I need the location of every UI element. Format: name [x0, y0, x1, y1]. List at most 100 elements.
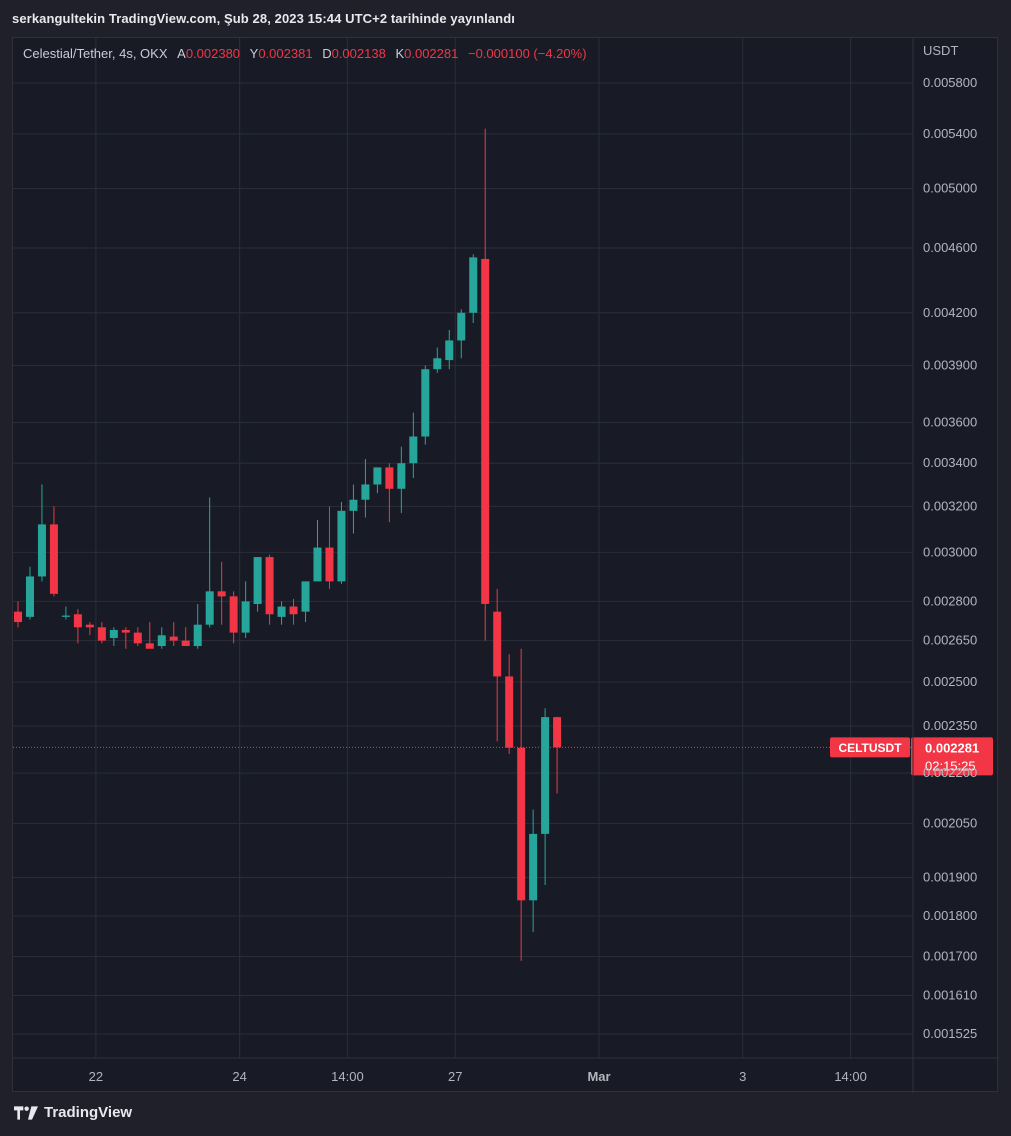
bar-countdown: 02:15:25: [925, 758, 976, 773]
candle-bearish: [289, 598, 298, 625]
candle-bearish: [85, 622, 94, 636]
price-tick-label: 0.002350: [923, 718, 977, 733]
candle-bullish: [301, 581, 310, 623]
candle-body: [25, 576, 34, 617]
footer-brand[interactable]: TradingView: [14, 1104, 132, 1121]
candle-bullish: [25, 566, 34, 620]
candle-bearish: [217, 561, 226, 625]
candle-body: [205, 591, 214, 625]
candle-bullish: [157, 627, 166, 649]
candle-body: [181, 640, 190, 647]
candle-body: [229, 596, 238, 633]
candle-bullish: [205, 497, 214, 628]
candle-bullish: [373, 467, 382, 494]
legend-high-value: 0.002381: [258, 46, 313, 61]
candle-bearish: [121, 627, 130, 649]
legend-close-value: 0.002281: [404, 46, 459, 61]
candlestick-chart[interactable]: CELTUSDT 0.002281 02:15:25 0.005800 0.00540…: [13, 38, 999, 1093]
candle-body: [553, 717, 562, 748]
candle-body: [109, 629, 118, 638]
time-tick-label: 3: [739, 1069, 746, 1084]
candle-body: [133, 632, 142, 644]
candle-bearish: [49, 506, 58, 597]
candle-bearish: [517, 648, 526, 961]
price-tick-label: 0.001900: [923, 869, 977, 884]
legend-high-label: Y: [249, 46, 259, 61]
price-tick-label: 0.001800: [923, 908, 977, 923]
candle-body: [469, 257, 478, 313]
chart-frame[interactable]: CELTUSDT 0.002281 02:15:25 0.005800 0.00540…: [12, 37, 999, 1093]
candle-body: [217, 591, 226, 597]
price-tick-label: 0.002650: [923, 633, 977, 648]
candle-body: [529, 833, 538, 901]
price-tick-label: 0.003600: [923, 415, 977, 430]
price-axis-unit: USDT: [923, 43, 958, 58]
price-tick-label: 0.001700: [923, 949, 977, 964]
candle-bearish: [385, 463, 394, 523]
candle-body: [457, 312, 466, 341]
candle-bearish: [145, 622, 154, 649]
candle-body: [37, 524, 46, 577]
candle-bullish: [313, 519, 322, 582]
candle-body: [361, 484, 370, 500]
candle-bullish: [109, 627, 118, 647]
last-price-tag: [911, 737, 993, 776]
candle-bullish: [409, 412, 418, 479]
candle-bearish: [229, 591, 238, 644]
candle-body: [433, 358, 442, 370]
symbol-price-tag: [830, 737, 910, 758]
candle-body: [373, 467, 382, 485]
candle-bearish: [505, 654, 514, 754]
last-price-value: 0.002281: [925, 740, 979, 755]
candle-bearish: [493, 588, 502, 742]
price-tick-label: 0.003900: [923, 358, 977, 373]
price-tick-label: 0.002200: [923, 765, 977, 780]
candle-bullish: [193, 603, 202, 649]
candle-bullish: [361, 459, 370, 518]
candle-body: [145, 643, 154, 649]
candle-body: [493, 611, 502, 677]
footer-brand-text: TradingView: [44, 1104, 133, 1121]
last-price-line-layer: CELTUSDT 0.002281 02:15:25: [13, 737, 993, 776]
candle-body: [289, 606, 298, 615]
candle-body: [253, 557, 262, 604]
grid: [13, 38, 913, 1058]
candle-body: [481, 258, 490, 604]
legend-symbol: Celestial/Tether, 4s, OKX: [23, 46, 168, 61]
candle-body: [157, 635, 166, 647]
price-tick-label: 0.001610: [923, 987, 977, 1002]
price-tick-label: 0.003200: [923, 498, 977, 513]
price-tick-label: 0.002050: [923, 815, 977, 830]
candle-bullish: [541, 708, 550, 886]
candle-bullish: [529, 809, 538, 932]
candle-bullish: [253, 557, 262, 612]
candle-body: [397, 463, 406, 489]
price-tick-label: 0.004200: [923, 305, 977, 320]
legend-open-label: A: [177, 46, 186, 61]
candle-bullish: [421, 365, 430, 445]
legend-low-value: 0.002138: [331, 46, 386, 61]
time-tick-label: 14:00: [834, 1069, 867, 1084]
candle-bearish: [553, 716, 562, 794]
candle-bullish: [241, 581, 250, 638]
candle-bullish: [457, 309, 466, 359]
candle-bullish: [445, 329, 454, 370]
candle-body: [61, 615, 70, 617]
candle-body: [97, 627, 106, 641]
candle-body: [409, 436, 418, 464]
candle-bullish: [37, 484, 46, 582]
candle-bullish: [337, 501, 346, 584]
price-tick-label: 0.001525: [923, 1026, 977, 1041]
candle-bearish: [73, 609, 82, 644]
price-tick-label: 0.004600: [923, 240, 977, 255]
candle-body: [337, 510, 346, 582]
time-tick-label: 14:00: [331, 1069, 364, 1084]
candle-body: [301, 581, 310, 612]
candle-bearish: [181, 627, 190, 647]
candle-body: [325, 547, 334, 582]
candle-body: [49, 524, 58, 594]
time-tick-label: 27: [448, 1069, 462, 1084]
candle-body: [505, 676, 514, 748]
price-tick-label: 0.005000: [923, 181, 977, 196]
candle-body: [313, 547, 322, 582]
